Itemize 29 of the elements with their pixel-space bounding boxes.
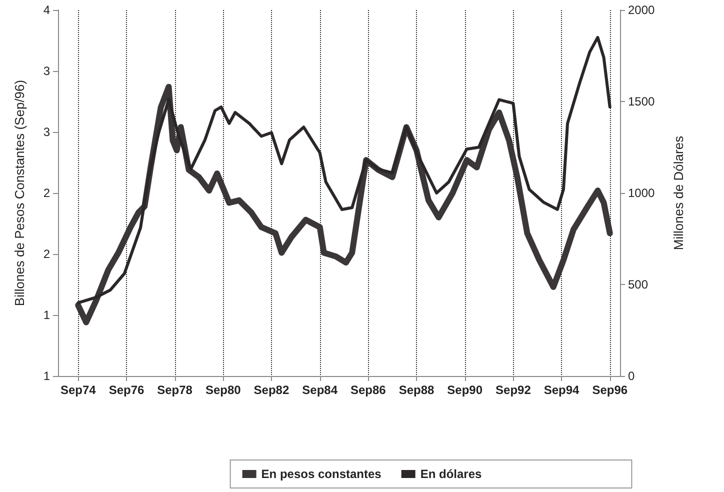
x-tick-label: Sep96: [592, 383, 628, 397]
y-tick-label: 4: [43, 3, 50, 17]
x-tick-label: Sep84: [302, 383, 338, 397]
y-tick-label: 2: [43, 247, 50, 261]
x-tick-label: Sep90: [447, 383, 483, 397]
x-tick-label: Sep78: [157, 383, 193, 397]
y-tick-label: 1: [43, 308, 50, 322]
y2-tick-label: 0: [628, 369, 635, 383]
legend-label: En pesos constantes: [261, 467, 382, 481]
line-series: [76, 36, 612, 304]
y-tick-label: 3: [43, 125, 50, 139]
x-tick-label: Sep94: [544, 383, 580, 397]
legend-label: En dólares: [420, 467, 482, 481]
y-axis-title: Billones de Pesos Constantes (Sep/96): [12, 80, 27, 306]
y2-tick-label: 1500: [628, 94, 656, 108]
y2-tick-label: 500: [628, 278, 648, 292]
y-tick-label: 2: [43, 186, 50, 200]
x-tick-label: Sep74: [60, 383, 96, 397]
x-tick-label: Sep80: [205, 383, 242, 397]
x-tick-label: Sep76: [108, 383, 144, 397]
x-tick-label: Sep92: [496, 383, 532, 397]
y-tick-label: 3: [43, 64, 50, 78]
y2-tick-label: 2000: [628, 3, 656, 17]
x-tick-label: Sep82: [254, 383, 290, 397]
x-tick-label: Sep86: [350, 383, 386, 397]
x-tick-label: Sep88: [398, 383, 435, 397]
y-tick-label: 1: [43, 369, 50, 383]
y2-tick-label: 1000: [628, 186, 656, 200]
y2-axis-title: Millones de Dólares: [671, 135, 686, 250]
